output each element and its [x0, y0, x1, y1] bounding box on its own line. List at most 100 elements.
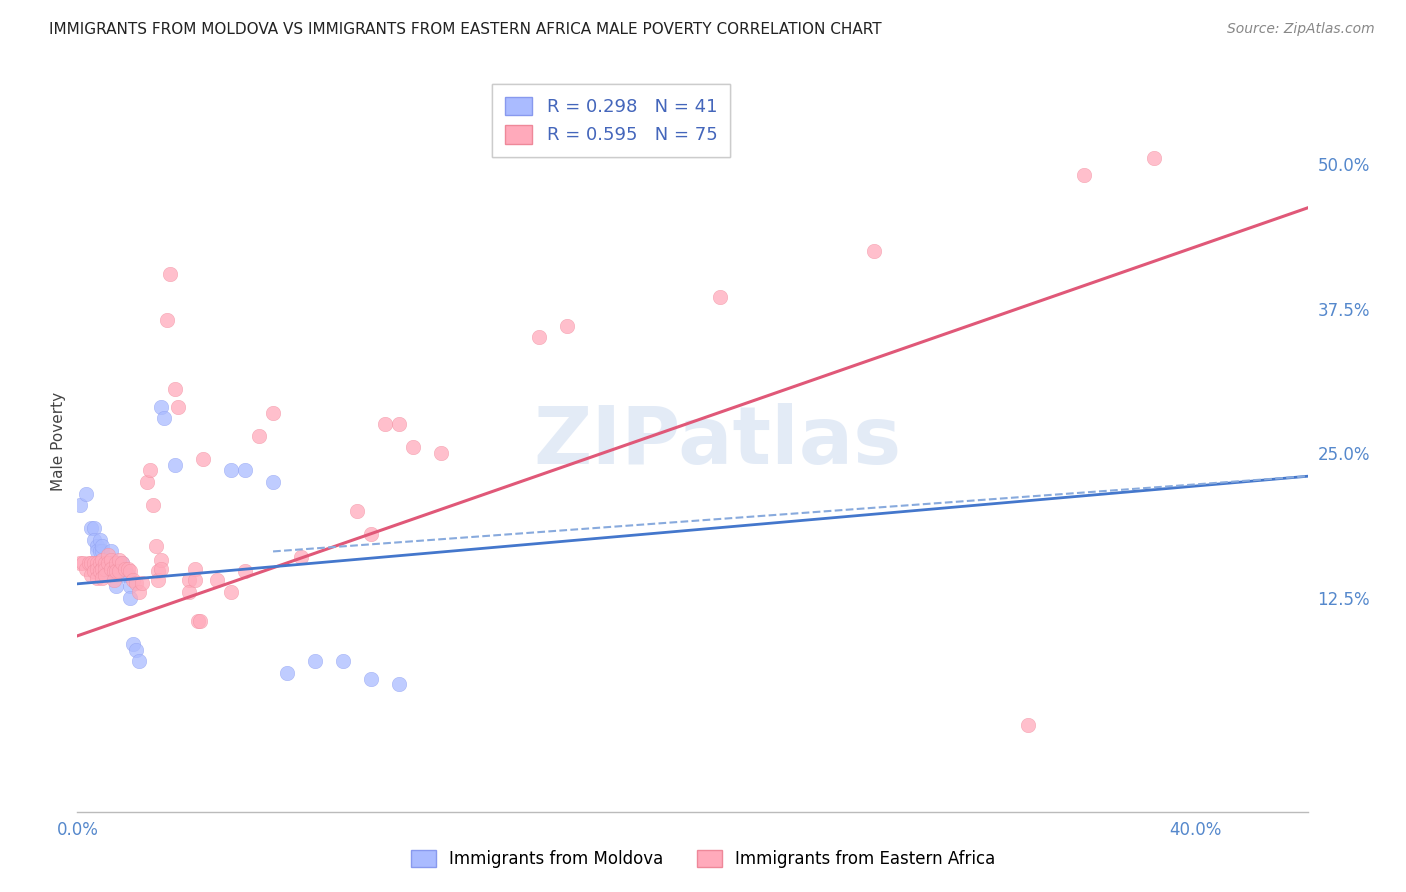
Point	[188, 614, 212, 628]
Point	[120, 579, 142, 593]
Point	[91, 571, 114, 585]
Point	[1073, 169, 1095, 183]
Point	[388, 417, 411, 432]
Point	[430, 446, 453, 460]
Point	[555, 318, 578, 333]
Point	[114, 567, 136, 582]
Point	[120, 564, 142, 578]
Point	[100, 552, 122, 566]
Point	[91, 562, 114, 576]
Point	[91, 539, 114, 553]
Point	[131, 575, 153, 590]
Point	[117, 562, 139, 576]
Point	[120, 591, 142, 605]
Point	[179, 585, 201, 599]
Point	[148, 574, 170, 588]
Point	[184, 562, 207, 576]
Point	[233, 463, 256, 477]
Point	[86, 562, 108, 576]
Point	[80, 556, 103, 570]
Point	[1017, 718, 1039, 732]
Point	[148, 564, 170, 578]
Point	[276, 665, 298, 680]
Point	[219, 585, 242, 599]
Point	[153, 411, 176, 425]
Point	[125, 575, 148, 590]
Point	[89, 544, 111, 558]
Point	[122, 637, 145, 651]
Point	[86, 539, 108, 553]
Point	[136, 475, 159, 489]
Point	[91, 544, 114, 558]
Point	[105, 556, 128, 570]
Point	[105, 567, 128, 582]
Text: IMMIGRANTS FROM MOLDOVA VS IMMIGRANTS FROM EASTERN AFRICA MALE POVERTY CORRELATI: IMMIGRANTS FROM MOLDOVA VS IMMIGRANTS FR…	[49, 22, 882, 37]
Point	[83, 533, 105, 547]
Point	[205, 574, 228, 588]
Point	[103, 567, 125, 582]
Point	[125, 642, 148, 657]
Point	[139, 463, 162, 477]
Point	[94, 562, 117, 576]
Point	[69, 556, 91, 570]
Point	[191, 451, 214, 466]
Point	[108, 556, 131, 570]
Point	[262, 475, 284, 489]
Point	[128, 654, 150, 668]
Point	[80, 567, 103, 582]
Point	[103, 564, 125, 578]
Point	[91, 552, 114, 566]
Point	[360, 672, 382, 686]
Legend: Immigrants from Moldova, Immigrants from Eastern Africa: Immigrants from Moldova, Immigrants from…	[404, 843, 1002, 875]
Point	[863, 244, 886, 258]
Point	[105, 564, 128, 578]
Point	[145, 539, 167, 553]
Point	[86, 571, 108, 585]
Point	[94, 556, 117, 570]
Point	[1143, 151, 1166, 165]
Point	[233, 564, 256, 578]
Point	[75, 562, 97, 576]
Point	[187, 614, 209, 628]
Point	[94, 567, 117, 582]
Point	[165, 383, 187, 397]
Point	[100, 544, 122, 558]
Point	[122, 574, 145, 588]
Point	[91, 556, 114, 570]
Point	[159, 267, 181, 281]
Point	[100, 562, 122, 576]
Point	[80, 521, 103, 535]
Point	[105, 579, 128, 593]
Point	[117, 567, 139, 582]
Point	[150, 562, 173, 576]
Point	[83, 521, 105, 535]
Y-axis label: Male Poverty: Male Poverty	[51, 392, 66, 491]
Point	[94, 556, 117, 570]
Point	[128, 585, 150, 599]
Point	[156, 313, 179, 327]
Point	[108, 564, 131, 578]
Text: Source: ZipAtlas.com: Source: ZipAtlas.com	[1227, 22, 1375, 37]
Point	[184, 574, 207, 588]
Point	[374, 417, 396, 432]
Point	[346, 504, 368, 518]
Point	[247, 429, 270, 443]
Point	[89, 533, 111, 547]
Point	[86, 544, 108, 558]
Point	[97, 548, 120, 562]
Point	[89, 564, 111, 578]
Point	[108, 552, 131, 566]
Point	[709, 290, 731, 304]
Point	[111, 556, 134, 570]
Point	[304, 654, 326, 668]
Point	[89, 556, 111, 570]
Point	[97, 556, 120, 570]
Point	[75, 486, 97, 500]
Point	[97, 567, 120, 582]
Point	[167, 400, 190, 414]
Point	[83, 556, 105, 570]
Point	[165, 458, 187, 472]
Point	[219, 463, 242, 477]
Point	[103, 556, 125, 570]
Point	[69, 498, 91, 512]
